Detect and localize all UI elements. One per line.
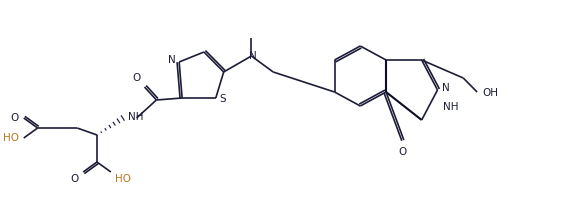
Text: O: O (11, 113, 19, 123)
Text: HO: HO (3, 133, 19, 143)
Text: O: O (132, 73, 140, 83)
Text: NH: NH (443, 102, 459, 112)
Text: OH: OH (482, 88, 498, 98)
Text: NH: NH (128, 112, 143, 122)
Text: S: S (220, 94, 226, 104)
Text: O: O (70, 174, 78, 184)
Text: N: N (249, 51, 256, 61)
Text: HO: HO (115, 174, 131, 184)
Text: N: N (168, 55, 176, 65)
Text: O: O (399, 147, 407, 157)
Text: N: N (442, 83, 450, 93)
